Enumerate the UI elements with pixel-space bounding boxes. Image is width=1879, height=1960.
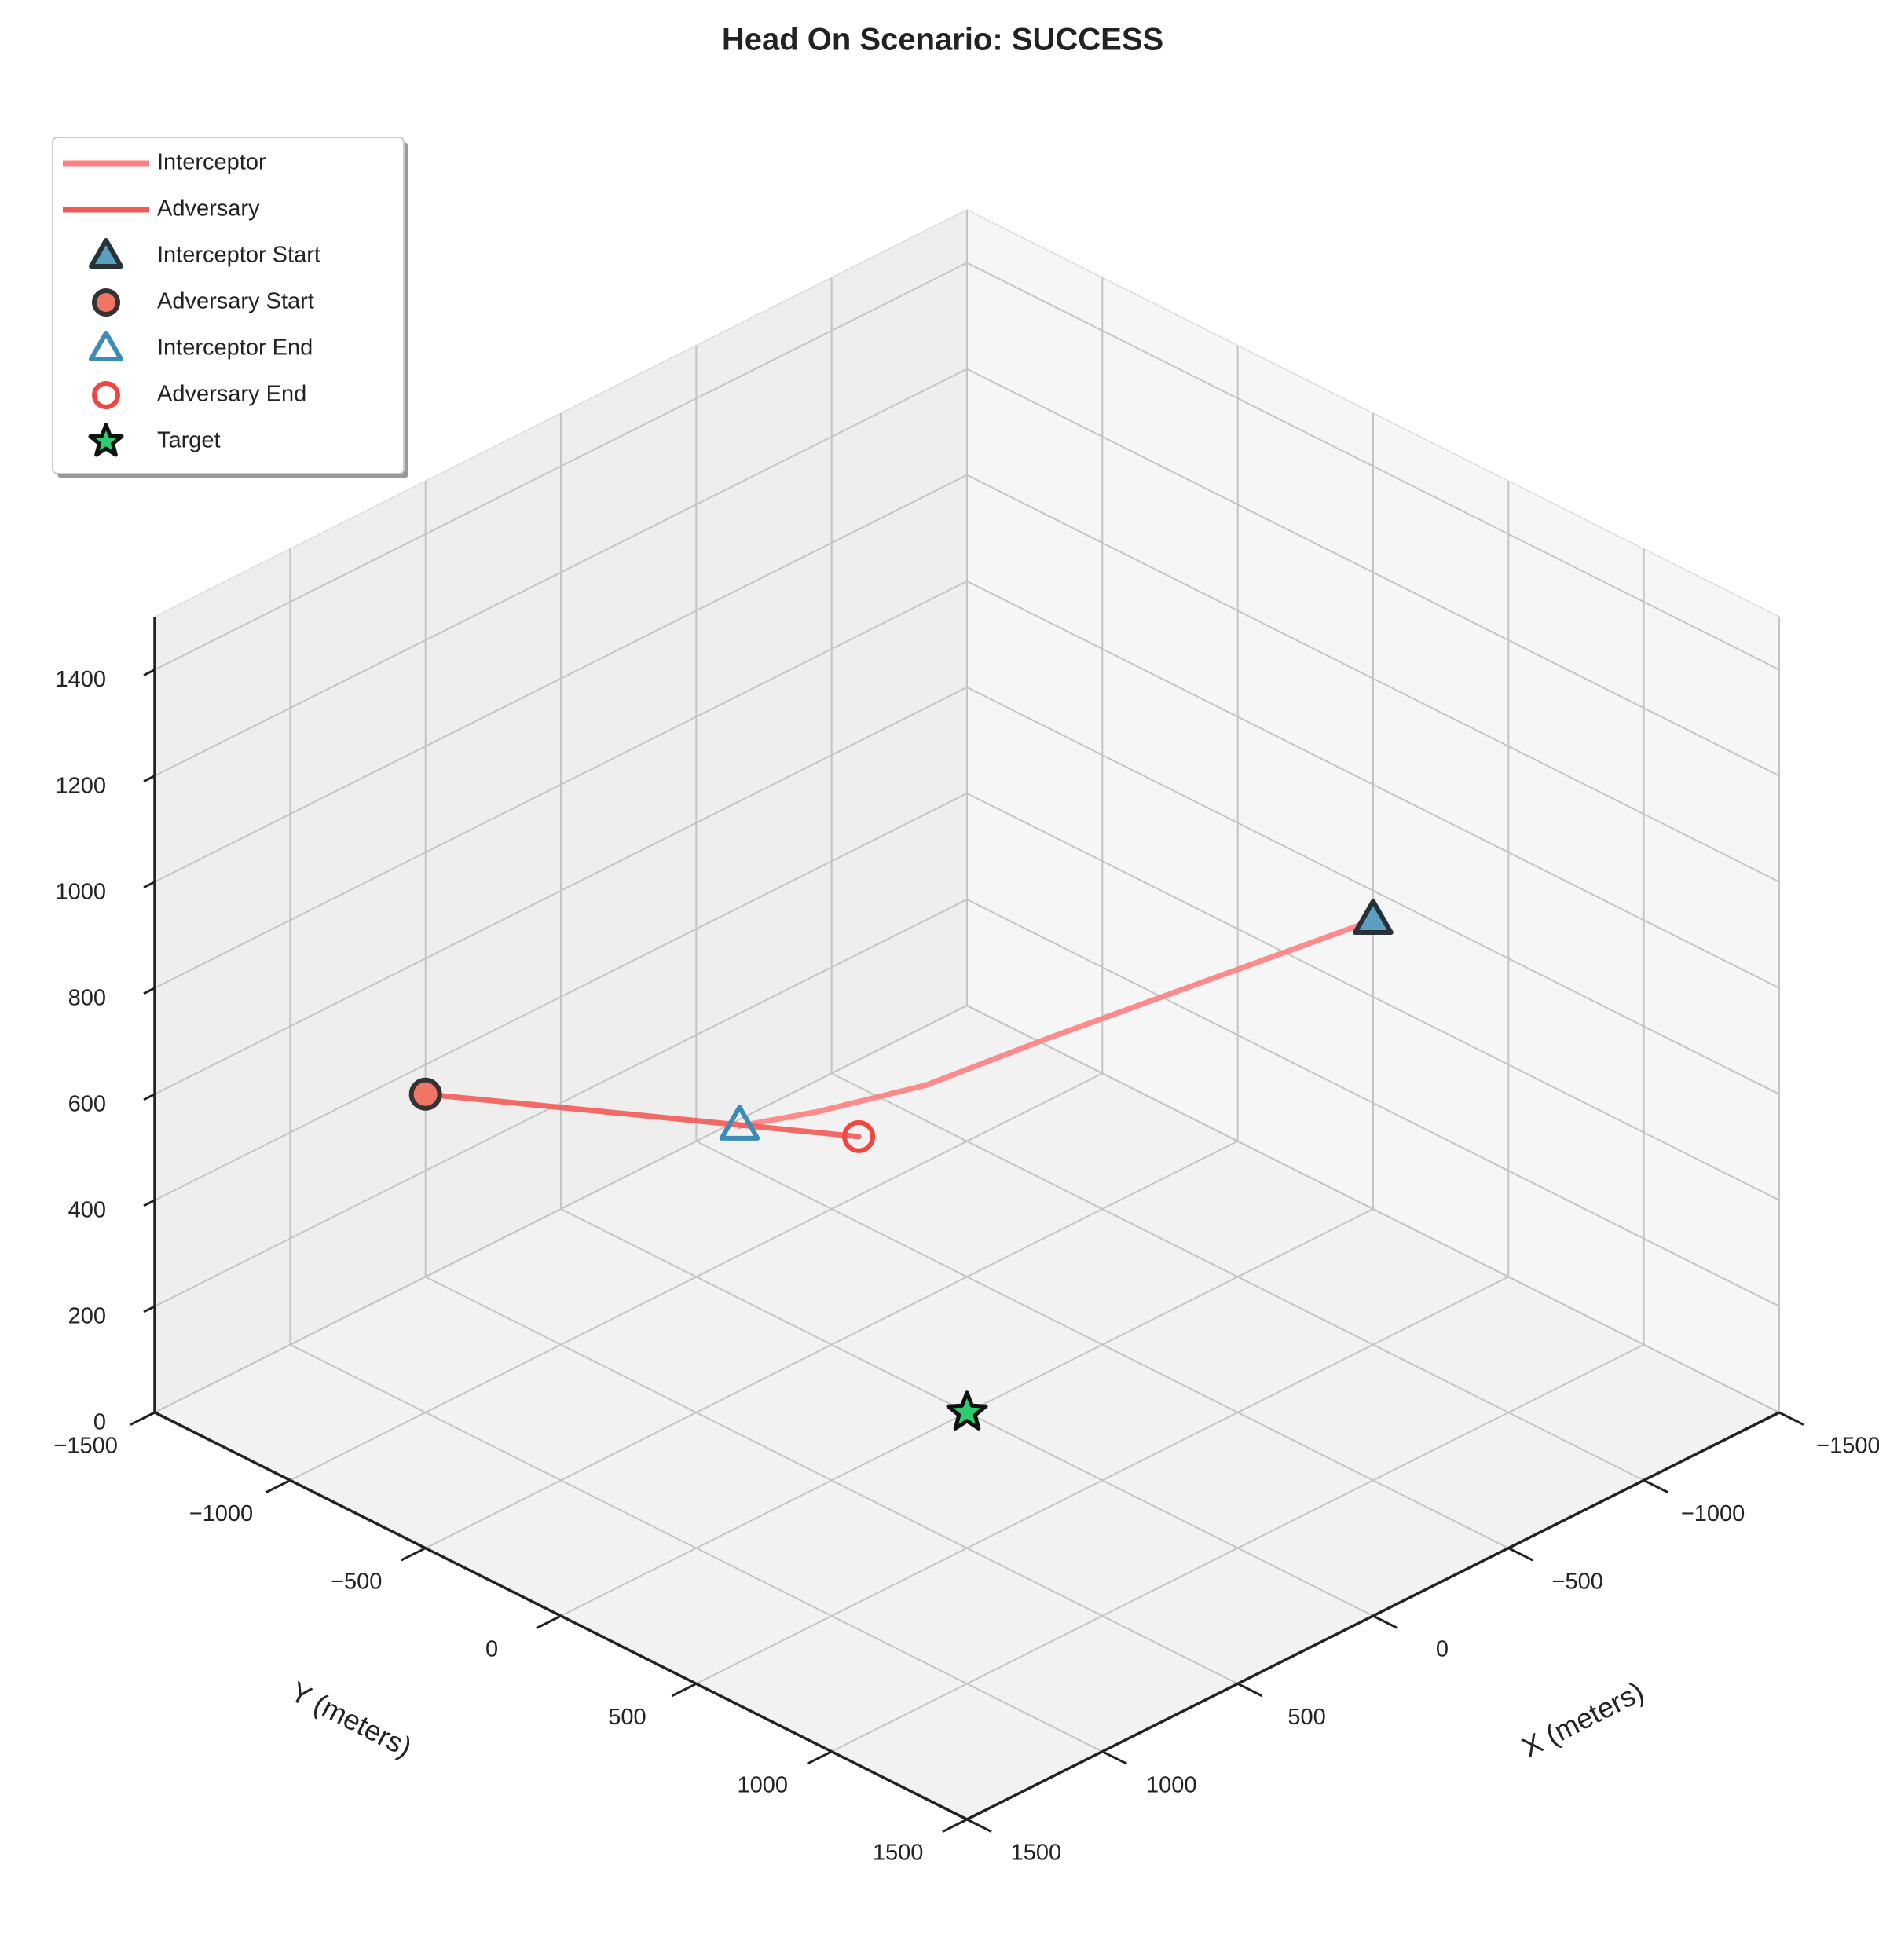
x-tick [1778, 1411, 1804, 1426]
z-tick-label: 400 [68, 1198, 106, 1223]
legend-box [52, 137, 405, 474]
z-tick [143, 1411, 156, 1420]
marker [92, 381, 120, 409]
z-tick [143, 1093, 156, 1101]
y-tick-label: 0 [485, 1637, 498, 1662]
grid-line [154, 580, 968, 989]
z-tick-label: 1400 [55, 667, 106, 692]
x-tick-label: 500 [1287, 1705, 1325, 1730]
grid-line [966, 474, 1780, 883]
marker [842, 1119, 876, 1153]
grid-line [425, 1140, 1239, 1549]
y-tick-label: 1500 [873, 1841, 924, 1866]
x-tick-label: −500 [1552, 1569, 1603, 1594]
z-tick-label: 600 [68, 1091, 106, 1116]
legend: Interceptor Adversary Interceptor Start Adv… [52, 137, 408, 478]
z-tick-label: 0 [93, 1410, 106, 1435]
legend-label: Target [157, 428, 221, 453]
grid-line [966, 262, 1780, 671]
grid-line [831, 1343, 1645, 1753]
x-tick [1372, 1614, 1398, 1629]
x-tick-label: 1000 [1146, 1772, 1197, 1797]
marker [719, 1105, 760, 1141]
legend-label: Interceptor Start [157, 243, 320, 268]
marker [92, 288, 120, 317]
grid-line [154, 368, 968, 777]
grid-line [154, 792, 968, 1201]
grid-line [154, 686, 968, 1095]
z-tick-label: 200 [68, 1304, 106, 1329]
legend-label: Adversary End [157, 382, 306, 407]
z-tick-label: 800 [68, 985, 106, 1010]
marker [946, 1390, 988, 1431]
marker [1353, 899, 1394, 935]
marker [89, 238, 123, 269]
grid-line [289, 1072, 1103, 1482]
z-tick [143, 669, 156, 676]
z-tick [143, 987, 156, 995]
grid-line [154, 1005, 968, 1413]
legend-label: Adversary [157, 196, 260, 222]
marker [88, 423, 124, 457]
x-tick [1236, 1682, 1263, 1698]
series-line [736, 917, 1376, 1129]
x-tick-label: −1000 [1681, 1501, 1745, 1526]
x-tick-label: 1500 [1011, 1841, 1062, 1866]
x-tick-label: −1500 [1816, 1434, 1879, 1459]
y-tick [265, 1478, 291, 1494]
x-tick [966, 1818, 992, 1833]
grid-line [966, 1005, 1780, 1413]
x-tick [1507, 1547, 1534, 1562]
grid-line [966, 368, 1780, 777]
z-tick [143, 881, 156, 889]
y-tick-label: −1000 [189, 1501, 253, 1526]
grid-line [966, 580, 1780, 989]
grid-line [966, 686, 1780, 1095]
x-tick [1101, 1750, 1128, 1765]
series-line [423, 1091, 862, 1140]
marker [408, 1077, 442, 1111]
z-tick [143, 1199, 156, 1207]
z-tick-label: 1200 [55, 773, 106, 798]
grid-line [966, 792, 1780, 1201]
grid-line [154, 899, 968, 1307]
legend-label: Adversary Start [157, 289, 314, 314]
y-tick-label: −1500 [53, 1434, 117, 1459]
y-tick [400, 1547, 427, 1562]
y-tick [942, 1818, 968, 1833]
z-tick-label: 1000 [55, 879, 106, 904]
y-tick [806, 1750, 833, 1765]
grid-line [154, 474, 968, 883]
z-tick [143, 1305, 156, 1313]
y-tick [671, 1682, 698, 1698]
chart-title: Head On Scenario: SUCCESS [722, 23, 1163, 57]
grid-line [154, 262, 968, 671]
legend-label: Interceptor End [157, 335, 313, 361]
x-tick-label: 0 [1436, 1637, 1449, 1662]
legend-label: Interceptor [157, 150, 266, 175]
y-tick-label: 1000 [738, 1772, 789, 1797]
marker [89, 331, 123, 361]
z-tick [143, 775, 156, 782]
grid-line [695, 1276, 1509, 1685]
x-tick [1643, 1478, 1669, 1494]
y-tick-label: 500 [608, 1705, 646, 1730]
grid-line [966, 899, 1780, 1307]
y-tick-label: −500 [331, 1569, 382, 1594]
y-tick [536, 1614, 562, 1629]
